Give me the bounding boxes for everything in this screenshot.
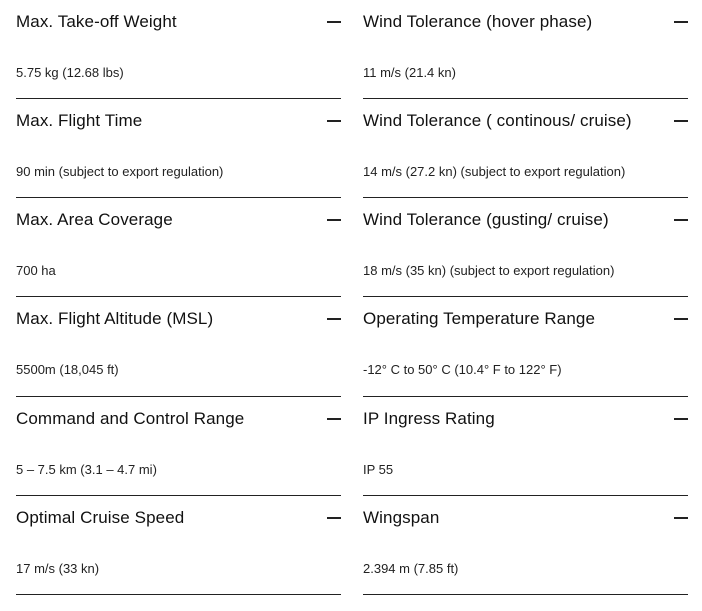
spec-title[interactable]: Command and Control Range [16, 408, 245, 428]
minus-icon[interactable] [327, 318, 341, 321]
spec-accordion-item[interactable]: Max. Area Coverage 700 ha [16, 198, 341, 298]
spec-accordion-item[interactable]: Wind Tolerance (gusting/ cruise) 18 m/s … [363, 198, 688, 298]
spec-accordion-item[interactable]: Operating Temperature Range -12° C to 50… [363, 297, 688, 397]
spec-title[interactable]: Max. Flight Altitude (MSL) [16, 309, 214, 329]
minus-icon[interactable] [674, 417, 688, 420]
specs-column-right: Wind Tolerance (hover phase) 11 m/s (21.… [363, 0, 688, 595]
specs-column-left: Max. Take-off Weight 5.75 kg (12.68 lbs)… [16, 0, 341, 595]
spec-title[interactable]: Wingspan [363, 507, 440, 527]
spec-accordion-item[interactable]: Optimal Cruise Speed 17 m/s (33 kn) [16, 496, 341, 595]
spec-title[interactable]: Max. Area Coverage [16, 210, 173, 230]
minus-icon[interactable] [674, 21, 688, 23]
spec-title[interactable]: Wind Tolerance (gusting/ cruise) [363, 210, 609, 230]
minus-icon[interactable] [674, 318, 688, 321]
minus-icon[interactable] [327, 21, 341, 23]
spec-accordion-item[interactable]: Max. Flight Altitude (MSL) 5500m (18,045… [16, 297, 341, 397]
spec-title[interactable]: Wind Tolerance (hover phase) [363, 12, 593, 31]
spec-title[interactable]: Wind Tolerance ( continous/ cruise) [363, 111, 632, 130]
spec-accordion-item[interactable]: Command and Control Range 5 – 7.5 km (3.… [16, 397, 341, 496]
spec-value: 11 m/s (21.4 kn) [363, 65, 456, 80]
spec-value: 18 m/s (35 kn) (subject to export regula… [363, 263, 615, 279]
minus-icon[interactable] [327, 417, 341, 420]
minus-icon[interactable] [327, 120, 341, 122]
minus-icon[interactable] [327, 219, 341, 222]
spec-value: 700 ha [16, 263, 56, 279]
spec-value: -12° C to 50° C (10.4° F to 122° F) [363, 362, 562, 378]
spec-value: IP 55 [363, 461, 394, 477]
spec-value: 2.394 m (7.85 ft) [363, 560, 459, 576]
spec-accordion-item[interactable]: Wind Tolerance (hover phase) 11 m/s (21.… [363, 0, 688, 99]
spec-accordion-item[interactable]: Max. Take-off Weight 5.75 kg (12.68 lbs) [16, 0, 341, 99]
spec-value: 5500m (18,045 ft) [16, 362, 119, 378]
spec-value: 17 m/s (33 kn) [16, 560, 100, 576]
spec-accordion-item[interactable]: Wingspan 2.394 m (7.85 ft) [363, 496, 688, 595]
spec-title[interactable]: IP Ingress Rating [363, 408, 495, 428]
spec-accordion-item[interactable]: IP Ingress Rating IP 55 [363, 397, 688, 496]
spec-value: 90 min (subject to export regulation) [16, 164, 224, 179]
spec-title[interactable]: Max. Take-off Weight [16, 12, 177, 31]
spec-accordion-item[interactable]: Max. Flight Time 90 min (subject to expo… [16, 99, 341, 199]
minus-icon[interactable] [674, 219, 688, 222]
minus-icon[interactable] [327, 516, 341, 519]
spec-value: 14 m/s (27.2 kn) (subject to export regu… [363, 164, 626, 179]
spec-accordion-item[interactable]: Wind Tolerance ( continous/ cruise) 14 m… [363, 99, 688, 199]
spec-value: 5 – 7.5 km (3.1 – 4.7 mi) [16, 461, 157, 477]
spec-title[interactable]: Optimal Cruise Speed [16, 507, 185, 527]
spec-value: 5.75 kg (12.68 lbs) [16, 65, 124, 80]
spec-title[interactable]: Max. Flight Time [16, 111, 143, 130]
spec-title[interactable]: Operating Temperature Range [363, 309, 596, 329]
minus-icon[interactable] [674, 516, 688, 519]
minus-icon[interactable] [674, 120, 688, 122]
